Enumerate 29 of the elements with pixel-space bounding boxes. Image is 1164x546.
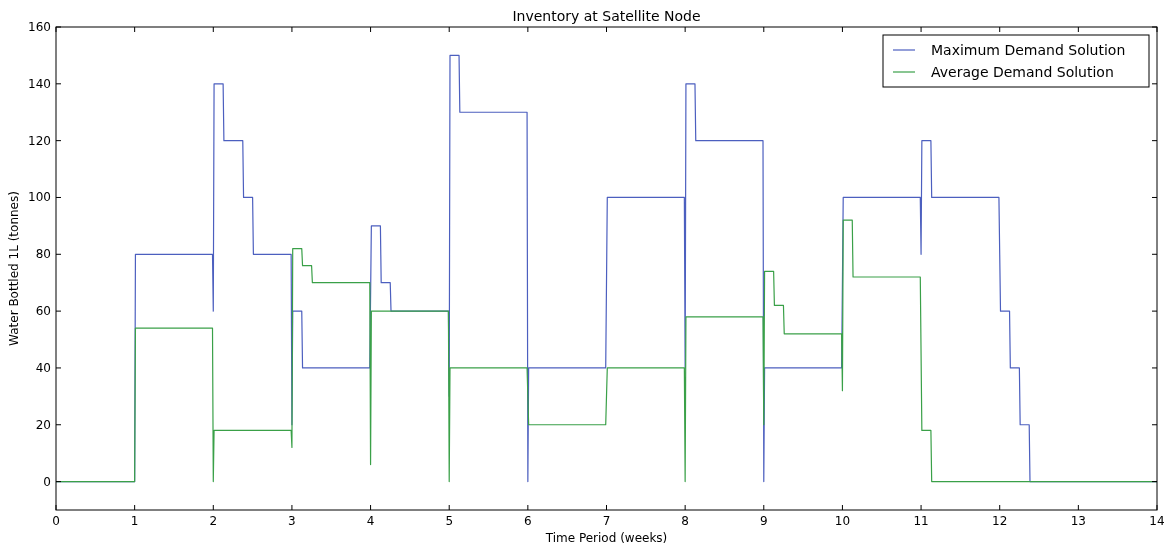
y-axis-title: Water Bottled 1L (tonnes) [7, 191, 21, 346]
x-tick-label: 11 [913, 514, 929, 528]
y-tick-label: 120 [28, 133, 51, 148]
x-tick-label: 6 [524, 514, 532, 528]
x-tick-label: 3 [288, 514, 296, 528]
x-tick-label: 13 [1070, 514, 1086, 528]
y-tick-label: 160 [28, 20, 51, 34]
x-tick-label: 8 [681, 514, 689, 528]
x-tick-label: 1 [130, 514, 139, 528]
legend-label: Average Demand Solution [931, 64, 1114, 80]
x-tick-label: 7 [602, 514, 611, 528]
y-tick-label: 80 [35, 247, 51, 262]
y-tick-label: 0 [43, 474, 51, 489]
chart-title: Inventory at Satellite Node [512, 8, 701, 24]
x-tick-label: 12 [992, 514, 1008, 528]
x-tick-label: 9 [759, 514, 768, 528]
x-axis-title: Time Period (weeks) [544, 531, 668, 545]
y-tick-label: 140 [28, 76, 51, 91]
legend-label: Maximum Demand Solution [931, 42, 1126, 58]
y-tick-label: 100 [28, 190, 51, 205]
x-tick-label: 4 [366, 514, 375, 528]
x-tick-label: 10 [834, 514, 851, 528]
y-tick-label: 60 [35, 304, 51, 319]
x-tick-label: 0 [52, 514, 60, 528]
x-tick-label: 14 [1149, 514, 1164, 528]
y-tick-label: 40 [35, 360, 51, 375]
y-tick-label: 20 [35, 417, 51, 432]
x-tick-label: 5 [445, 514, 454, 528]
x-tick-label: 2 [209, 514, 218, 528]
